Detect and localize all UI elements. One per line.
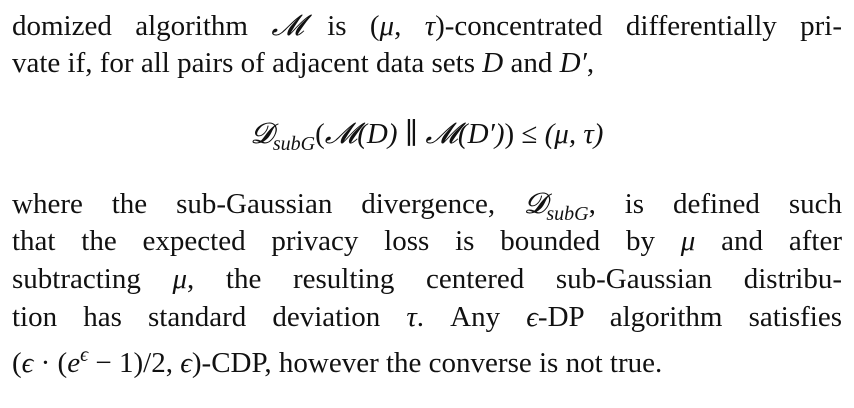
symbol-D: D — [482, 47, 504, 79]
paragraph2-line3: subtracting μ, the resulting centered su… — [12, 260, 842, 298]
text-run: and after — [695, 225, 842, 257]
separator: ∥ — [397, 118, 426, 150]
text-run: · ( — [33, 347, 68, 379]
paragraph2-line4: tion has standard deviation τ. Any ϵ-DP … — [12, 298, 842, 336]
display-equation: 𝓓subG(𝓜(D) ∥ 𝓜(D′)) ≤ (μ, τ) — [12, 114, 842, 155]
argument-D: (D) — [357, 118, 398, 150]
superscript-epsilon: ϵ — [80, 344, 89, 366]
paren: ) — [504, 118, 515, 150]
paren: ( — [12, 347, 22, 379]
text-run: )-concentrated differentially pri- — [435, 10, 842, 42]
symbol-divergence: 𝓓 — [524, 186, 547, 220]
subscript-subG: subG — [272, 133, 316, 155]
text-run: . Any — [416, 301, 527, 333]
text-run: − 1)/2, — [88, 347, 181, 379]
symbol-algorithm-M: 𝓜 — [425, 116, 458, 150]
text-run: , is defined such — [588, 188, 842, 220]
symbol-epsilon: ϵ — [21, 347, 34, 379]
text-run: , — [586, 47, 595, 79]
text-run: domized algorithm — [12, 10, 272, 42]
symbol-epsilon: ϵ — [180, 347, 192, 379]
symbol-mu: μ — [172, 263, 188, 295]
paper-text-block: domized algorithm 𝓜 is (μ, τ)-concentrat… — [12, 6, 842, 379]
paragraph1-line1: domized algorithm 𝓜 is (μ, τ)-concentrat… — [12, 6, 842, 44]
text-run: vate if, for all pairs of adjacent data … — [12, 47, 483, 79]
symbol-epsilon: ϵ — [526, 301, 538, 333]
leq-sign: ≤ — [514, 118, 545, 150]
symbol-divergence: 𝓓 — [250, 116, 273, 150]
text-run: tion has standard deviation — [12, 301, 407, 333]
paragraph2-line2: that the expected privacy loss is bounde… — [12, 222, 842, 260]
rhs-mu-tau: (μ, τ) — [544, 118, 604, 150]
text-run: )-CDP, however the converse is not true. — [191, 347, 663, 379]
text-run: subtracting — [12, 263, 173, 295]
symbol-e: e — [67, 347, 81, 379]
symbol-tau: τ — [424, 10, 436, 42]
paragraph2-line5: (ϵ · (eϵ − 1)/2, ϵ)-CDP, however the con… — [12, 336, 842, 379]
text-run: , the resulting centered sub-Gaussian di… — [187, 263, 842, 295]
symbol-mu: μ — [680, 225, 696, 257]
argument-D-prime: (D′) — [457, 118, 505, 150]
paragraph2-line1: where the sub-Gaussian divergence, 𝓓subG… — [12, 184, 842, 222]
paragraph1-line2: vate if, for all pairs of adjacent data … — [12, 44, 842, 82]
symbol-tau: τ — [406, 301, 417, 333]
text-run: is ( — [303, 10, 380, 42]
text-run: , — [394, 10, 425, 42]
symbol-algorithm-M: 𝓜 — [324, 116, 358, 150]
subscript-subG: subG — [546, 203, 589, 222]
text-run: and — [503, 47, 560, 79]
symbol-D-prime: D′ — [559, 47, 587, 79]
paren: ( — [315, 118, 325, 150]
text-run: where the sub-Gaussian divergence, — [12, 188, 525, 220]
text-run: -DP algorithm satisfies — [537, 301, 842, 333]
text-run: that the expected privacy loss is bounde… — [12, 225, 681, 257]
symbol-mu: μ — [379, 10, 395, 42]
symbol-algorithm-M: 𝓜 — [271, 8, 304, 42]
